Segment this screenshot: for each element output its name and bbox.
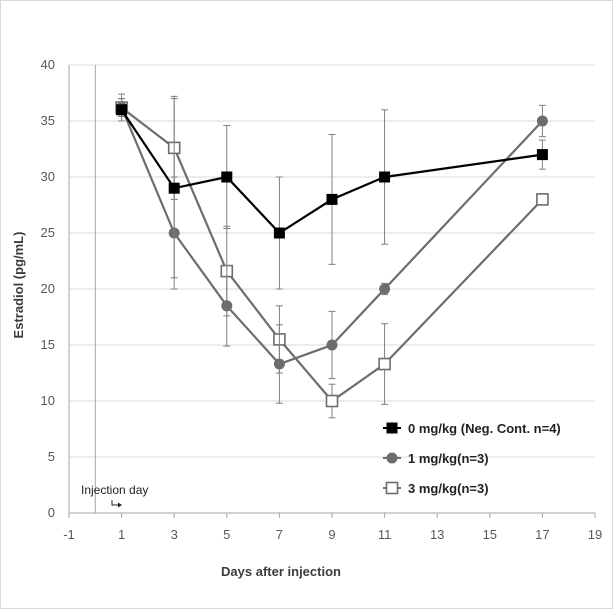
series-0 <box>116 98 548 290</box>
data-point-s0-2 <box>221 171 233 183</box>
y-tick-label-20: 20 <box>41 281 55 296</box>
injection-day-annotation: Injection day <box>81 483 148 508</box>
data-point-s2-5 <box>378 357 391 371</box>
data-point-s1-6 <box>536 115 548 127</box>
injection-day-arrowhead <box>118 502 122 508</box>
legend-label-2: 3 mg/kg(n=3) <box>408 481 489 496</box>
axes <box>68 65 596 518</box>
data-point-s2-6 <box>536 193 549 206</box>
y-tick-label-30: 30 <box>41 169 55 184</box>
data-point-s0-4 <box>326 193 338 205</box>
y-tick-label-15: 15 <box>41 337 55 352</box>
x-axis-title: Days after injection <box>221 564 341 579</box>
data-point-s1-2 <box>221 300 233 312</box>
x-tick-label-19: 19 <box>588 527 602 542</box>
data-point-s0-0 <box>116 104 128 116</box>
y-tick-label-35: 35 <box>41 113 55 128</box>
legend-marker-1 <box>386 452 398 464</box>
y-axis-title: Estradiol (pg/mL) <box>11 232 26 339</box>
y-tick-label-5: 5 <box>48 449 55 464</box>
data-point-s1-5 <box>379 283 391 295</box>
data-point-s0-6 <box>536 149 548 161</box>
data-point-s0-5 <box>379 171 391 183</box>
x-tick-label-15: 15 <box>483 527 497 542</box>
legend-label-0: 0 mg/kg (Neg. Cont. n=4) <box>408 421 561 436</box>
y-tick-label-0: 0 <box>48 505 55 520</box>
data-point-s1-3 <box>273 358 285 370</box>
x-tick-label-11: 11 <box>378 527 392 542</box>
x-tick-label-5: 5 <box>223 527 230 542</box>
y-tick-label-40: 40 <box>41 57 55 72</box>
x-tick-label-17: 17 <box>535 527 549 542</box>
x-tick-label-9: 9 <box>328 527 335 542</box>
gridlines <box>69 64 595 458</box>
data-point-s0-3 <box>273 227 285 239</box>
x-tick-label--1: -1 <box>63 527 75 542</box>
injection-day-label: Injection day <box>81 483 148 497</box>
legend-label-1: 1 mg/kg(n=3) <box>408 451 489 466</box>
data-point-s2-4 <box>325 394 339 408</box>
y-tick-label-10: 10 <box>41 393 55 408</box>
legend-marker-0 <box>386 422 398 434</box>
y-tick-labels: 0 5 10 15 20 25 30 35 40 <box>41 57 55 520</box>
x-tick-label-3: 3 <box>171 527 178 542</box>
data-point-s1-4 <box>326 339 338 351</box>
x-tick-label-7: 7 <box>276 527 283 542</box>
data-point-s0-1 <box>168 182 180 194</box>
x-tick-label-13: 13 <box>430 527 444 542</box>
legend-marker-2 <box>385 481 399 495</box>
series-layer <box>115 93 549 419</box>
x-tick-label-1: 1 <box>118 527 125 542</box>
x-tick-labels: -1 1 3 5 7 9 11 13 15 17 19 <box>63 527 602 542</box>
legend: 0 mg/kg (Neg. Cont. n=4) 1 mg/kg(n=3) 3 mg… <box>383 421 561 496</box>
y-tick-label-25: 25 <box>41 225 55 240</box>
